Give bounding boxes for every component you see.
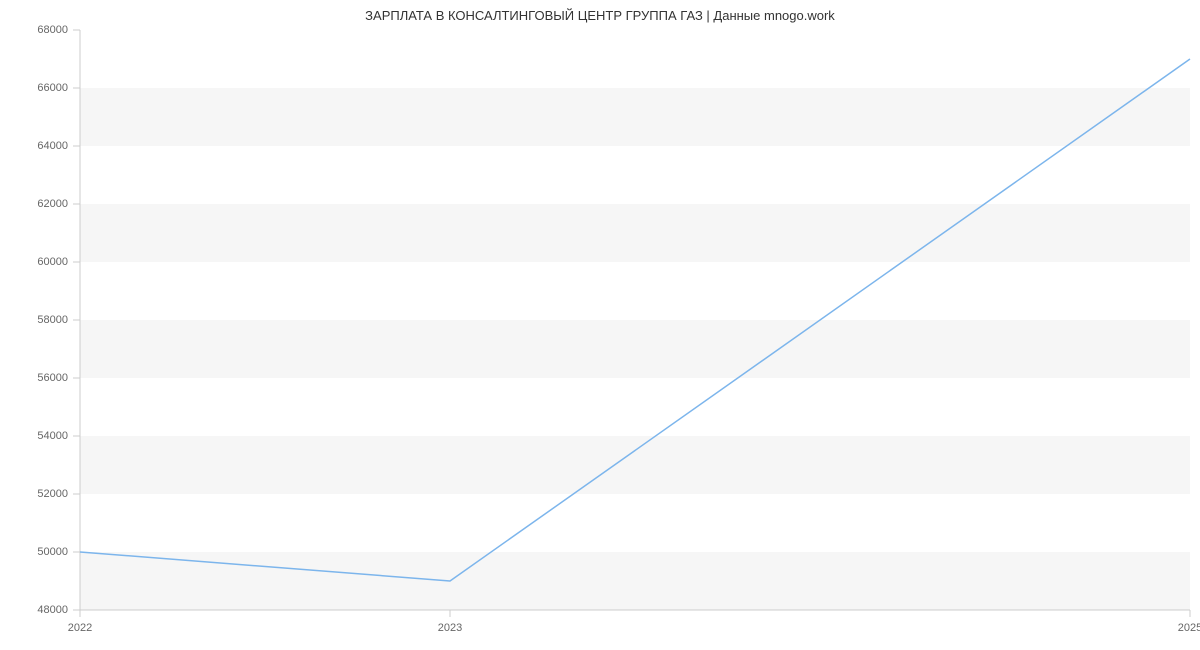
y-tick-label: 48000 bbox=[0, 604, 68, 616]
y-tick-label: 60000 bbox=[0, 256, 68, 268]
x-tick-label: 2023 bbox=[438, 622, 462, 634]
y-tick-label: 56000 bbox=[0, 372, 68, 384]
x-tick-label: 2022 bbox=[68, 622, 92, 634]
chart-plot bbox=[0, 0, 1200, 650]
y-tick-label: 68000 bbox=[0, 24, 68, 36]
y-tick-label: 54000 bbox=[0, 430, 68, 442]
x-tick-label: 2025 bbox=[1178, 622, 1200, 634]
y-tick-label: 62000 bbox=[0, 198, 68, 210]
y-tick-label: 66000 bbox=[0, 82, 68, 94]
y-tick-label: 64000 bbox=[0, 140, 68, 152]
y-tick-label: 58000 bbox=[0, 314, 68, 326]
chart-container: ЗАРПЛАТА В КОНСАЛТИНГОВЫЙ ЦЕНТР ГРУППА Г… bbox=[0, 0, 1200, 650]
y-tick-label: 52000 bbox=[0, 488, 68, 500]
y-tick-label: 50000 bbox=[0, 546, 68, 558]
